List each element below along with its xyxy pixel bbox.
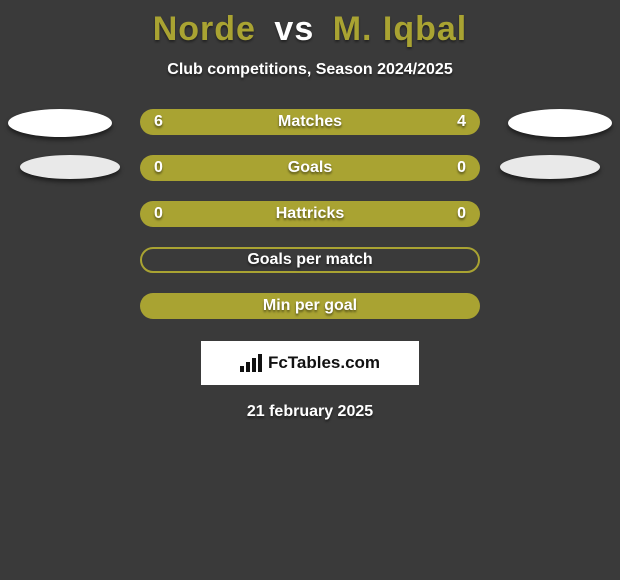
stat-row: 0 Goals 0 (0, 155, 620, 181)
stat-label: Goals (288, 159, 332, 177)
bar-chart-icon (240, 354, 262, 372)
stat-right-value: 0 (457, 205, 466, 223)
brand-box[interactable]: FcTables.com (201, 341, 419, 385)
stat-row: 0 Hattricks 0 (0, 201, 620, 227)
stat-left-value: 0 (154, 205, 163, 223)
stat-label: Goals per match (247, 251, 372, 269)
vs-text: vs (274, 10, 314, 48)
stat-row: Goals per match (0, 247, 620, 273)
stat-label: Min per goal (263, 297, 357, 315)
stat-left-value: 0 (154, 159, 163, 177)
comparison-title: Norde vs M. Iqbal (0, 0, 620, 49)
left-avatar-ellipse (8, 109, 112, 137)
player1-name: Norde (153, 10, 256, 48)
date-text: 21 february 2025 (0, 403, 620, 421)
stat-row: 6 Matches 4 (0, 109, 620, 135)
stat-right-value: 0 (457, 159, 466, 177)
stat-right-value: 4 (457, 113, 466, 131)
stat-bar-min-per-goal: Min per goal (140, 293, 480, 319)
stat-left-value: 6 (154, 113, 163, 131)
stat-bar-hattricks: 0 Hattricks 0 (140, 201, 480, 227)
stat-bar-matches: 6 Matches 4 (140, 109, 480, 135)
stat-row: Min per goal (0, 293, 620, 319)
left-avatar-ellipse (20, 155, 120, 179)
stat-bar-goals: 0 Goals 0 (140, 155, 480, 181)
player2-name: M. Iqbal (333, 10, 468, 48)
brand-text: FcTables.com (268, 353, 380, 373)
stat-label: Matches (278, 113, 342, 131)
stat-bar-goals-per-match: Goals per match (140, 247, 480, 273)
stat-label: Hattricks (276, 205, 344, 223)
right-avatar-ellipse (508, 109, 612, 137)
subtitle: Club competitions, Season 2024/2025 (0, 61, 620, 79)
right-avatar-ellipse (500, 155, 600, 179)
stats-container: 6 Matches 4 0 Goals 0 0 Hattricks 0 Goal… (0, 109, 620, 319)
